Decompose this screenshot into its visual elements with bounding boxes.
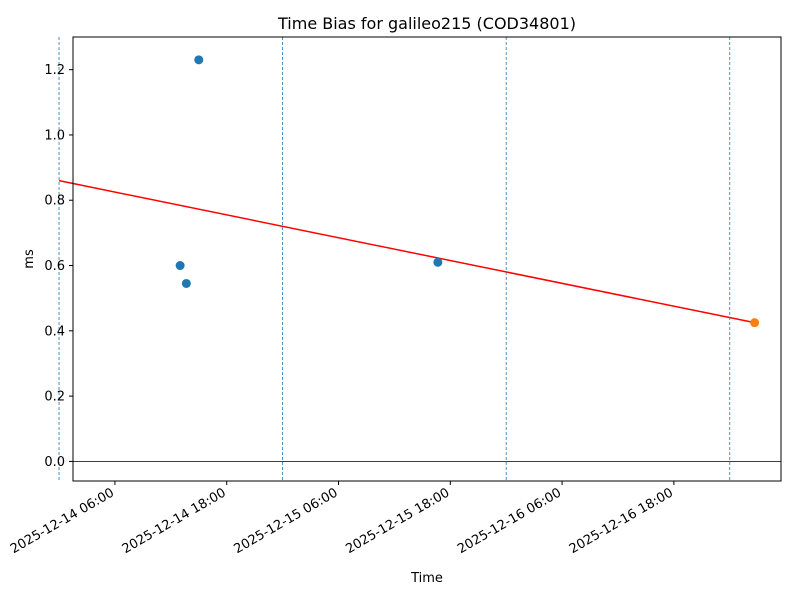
y-tick-label: 0.8	[44, 194, 65, 209]
y-axis-label: ms	[22, 249, 37, 269]
x-tick-label: 2025-12-15 06:00	[232, 485, 341, 557]
x-tick-label: 2025-12-16 18:00	[567, 485, 676, 557]
y-tick-label: 1.2	[44, 63, 65, 78]
plot-frame	[72, 36, 782, 482]
trend-line	[58, 179, 755, 324]
y-axis: 0.0 0.2 0.4 0.6 0.8 1.0 1.2	[44, 63, 73, 470]
y-tick-label: 0.6	[44, 259, 65, 274]
y-tick-label: 1.0	[44, 128, 65, 143]
x-axis: 2025-12-14 06:00 2025-12-14 18:00 2025-12-…	[8, 481, 676, 557]
y-tick-label: 0.4	[44, 324, 65, 339]
data-points	[175, 55, 760, 328]
x-tick-label: 2025-12-14 18:00	[120, 485, 229, 557]
y-tick-label: 0.0	[44, 455, 65, 470]
trend-line-stroke	[58, 179, 755, 324]
x-axis-label: Time	[410, 571, 443, 586]
data-point	[750, 318, 760, 328]
data-point	[181, 278, 191, 288]
chart-title: Time Bias for galileo215 (COD34801)	[277, 14, 576, 33]
x-tick-label: 2025-12-14 06:00	[8, 485, 117, 557]
x-tick-label: 2025-12-16 06:00	[455, 485, 564, 557]
data-point	[194, 55, 204, 65]
y-tick-label: 0.2	[44, 390, 65, 405]
data-point	[433, 257, 443, 267]
vertical-reference-lines	[58, 37, 731, 481]
data-point	[175, 261, 185, 271]
x-tick-label: 2025-12-15 18:00	[343, 485, 452, 557]
